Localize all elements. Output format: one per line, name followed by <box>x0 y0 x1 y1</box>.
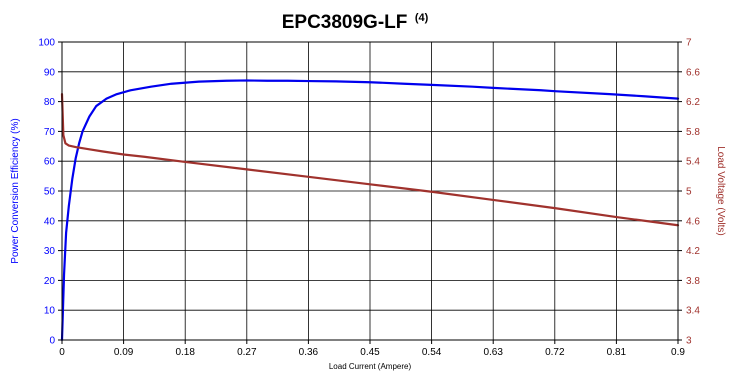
y-right-tick-label: 4.2 <box>686 246 700 257</box>
y-left-tick-label: 90 <box>44 67 56 78</box>
y-left-tick-label: 20 <box>44 276 56 287</box>
y-left-tick-label: 10 <box>44 306 56 317</box>
x-tick-label: 0.18 <box>175 347 195 358</box>
grid <box>62 42 678 340</box>
y-right-tick-labels: 3 3.4 3.8 4.2 4.6 5 5.4 5.8 6.2 6.6 7 <box>678 38 700 347</box>
x-tick-labels: 0 0.09 0.18 0.27 0.36 0.45 0.54 0.63 0.72 0.81 0.9 <box>59 340 685 358</box>
y-right-axis-label: Load Voltage (Volts) <box>715 146 726 236</box>
y-right-tick-label: 6.2 <box>686 97 700 108</box>
y-left-tick-label: 60 <box>44 157 56 168</box>
y-left-tick-label: 80 <box>44 97 56 108</box>
x-axis-label: Load Current (Ampere) <box>329 362 412 371</box>
chart-title-main: EPC3809G-LF <box>282 12 408 33</box>
load-voltage-series-line <box>60 93 680 227</box>
x-tick-label: 0.9 <box>671 347 685 358</box>
x-tick-label: 0.36 <box>299 347 319 358</box>
x-tick-label: 0 <box>59 347 65 358</box>
x-tick-label: 0.63 <box>483 347 503 358</box>
y-right-tick-label: 5 <box>686 187 692 198</box>
x-tick-label: 0.27 <box>237 347 257 358</box>
y-left-tick-label: 70 <box>44 127 56 138</box>
chart-title: EPC3809G-LF (4) <box>282 12 429 33</box>
y-left-tick-label: 100 <box>38 38 55 49</box>
y-right-tick-label: 3.8 <box>686 276 700 287</box>
x-tick-label: 0.09 <box>114 347 134 358</box>
x-tick-label: 0.72 <box>545 347 565 358</box>
chart-title-superscript: (4) <box>415 12 429 24</box>
y-left-tick-label: 0 <box>49 336 55 347</box>
x-tick-label: 0.54 <box>422 347 442 358</box>
y-right-tick-label: 5.4 <box>686 157 700 168</box>
y-left-tick-labels: 0 10 20 30 40 50 60 70 80 90 100 <box>38 38 62 347</box>
y-left-tick-label: 40 <box>44 216 56 227</box>
y-right-tick-label: 5.8 <box>686 127 700 138</box>
y-right-tick-label: 7 <box>686 38 692 49</box>
y-right-tick-label: 6.6 <box>686 67 700 78</box>
y-right-tick-label: 3.4 <box>686 306 700 317</box>
y-right-tick-label: 3 <box>686 336 692 347</box>
x-tick-label: 0.81 <box>607 347 627 358</box>
efficiency-series-line <box>60 79 680 342</box>
y-right-tick-label: 4.6 <box>686 216 700 227</box>
series-group <box>60 79 680 342</box>
y-left-tick-label: 30 <box>44 246 56 257</box>
y-left-axis-label: Power Conversion Efficiency (%) <box>10 118 21 263</box>
x-tick-label: 0.45 <box>360 347 380 358</box>
y-left-tick-label: 50 <box>44 187 56 198</box>
